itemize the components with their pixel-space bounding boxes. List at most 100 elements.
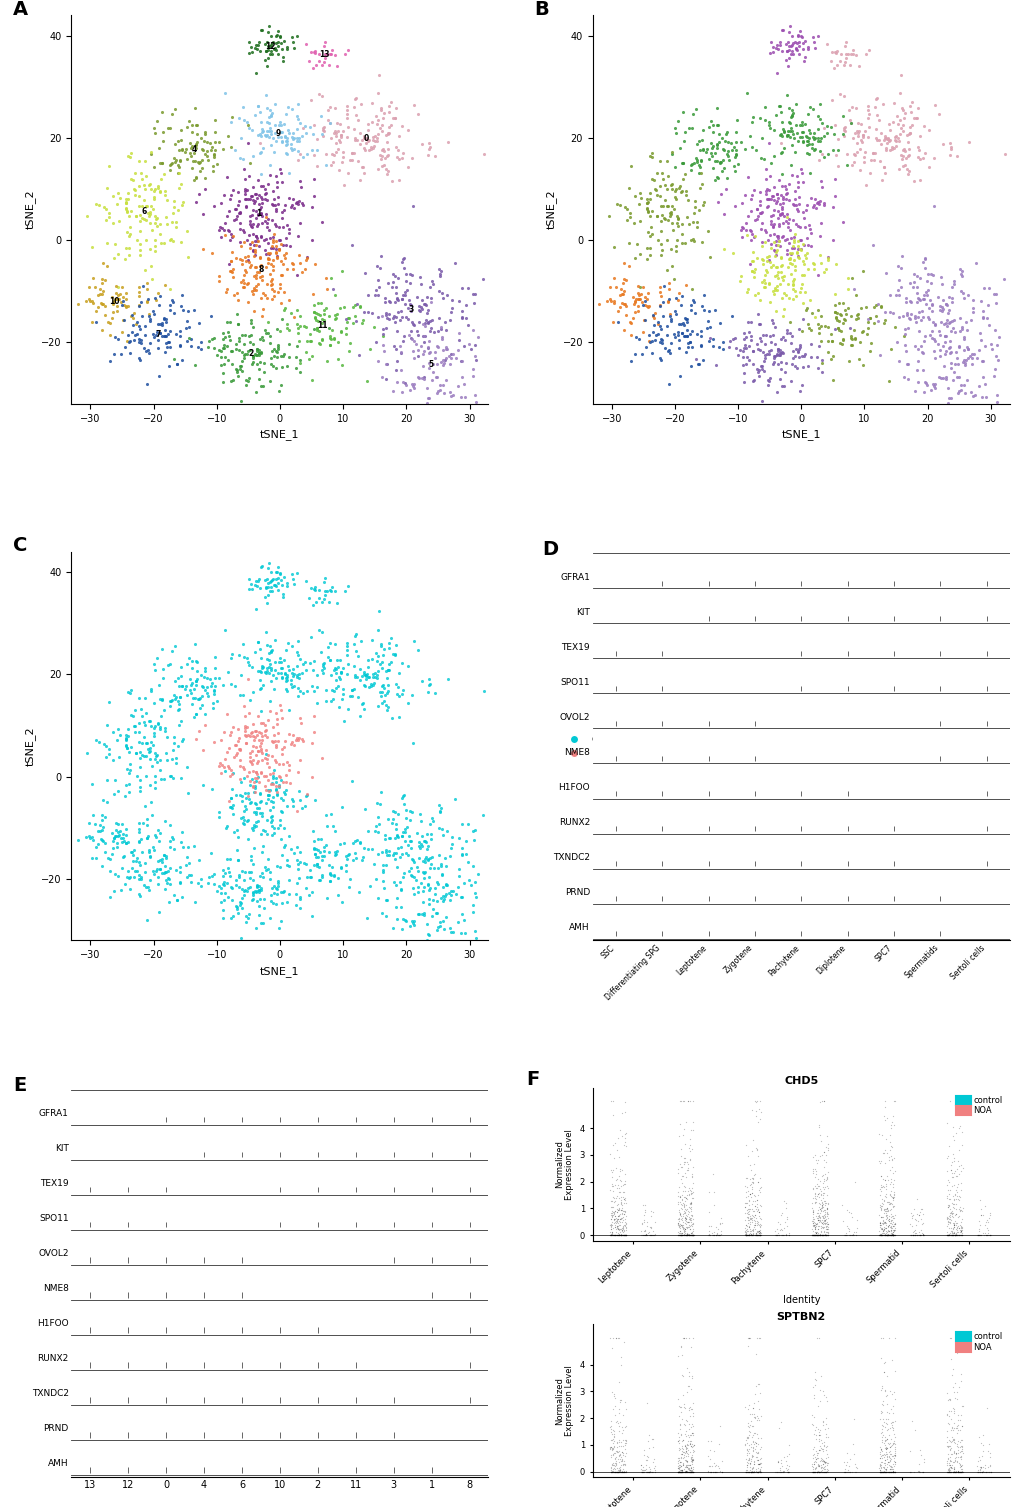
Point <box>750 1397 766 1421</box>
Point <box>683 1180 699 1204</box>
Point <box>234 95 251 119</box>
Point <box>886 1212 902 1236</box>
Point <box>974 306 990 330</box>
Point <box>146 301 162 326</box>
Point <box>793 110 809 134</box>
Point <box>969 1459 985 1483</box>
Point <box>269 170 285 194</box>
Point <box>604 1195 621 1219</box>
Point <box>678 1188 694 1212</box>
Point <box>616 1224 633 1248</box>
Point <box>91 193 107 217</box>
Point <box>774 211 791 235</box>
Point <box>751 1221 767 1245</box>
Point <box>269 246 285 270</box>
Point <box>215 321 231 345</box>
Point <box>977 1224 994 1248</box>
Point <box>901 158 917 182</box>
Point <box>200 684 216 708</box>
Point <box>138 208 154 232</box>
Point <box>679 1215 695 1239</box>
Point <box>212 216 228 240</box>
Point <box>891 283 907 307</box>
Point <box>886 1183 902 1207</box>
Point <box>922 378 938 402</box>
Point <box>254 656 270 680</box>
Point <box>384 799 400 823</box>
Point <box>291 897 308 921</box>
Point <box>809 104 825 128</box>
Point <box>745 1162 761 1186</box>
Point <box>217 882 233 906</box>
Point <box>807 1224 823 1248</box>
Point <box>108 830 124 854</box>
Point <box>852 295 868 319</box>
Point <box>343 770 360 794</box>
Point <box>677 1448 693 1472</box>
Point <box>882 1224 899 1248</box>
Point <box>942 1326 958 1350</box>
Point <box>602 1224 619 1248</box>
Point <box>953 1459 969 1483</box>
Point <box>743 1403 759 1427</box>
Point <box>901 122 917 146</box>
Point <box>870 1406 887 1430</box>
Point <box>877 1224 894 1248</box>
Point <box>943 1201 959 1225</box>
Point <box>232 211 249 235</box>
Point <box>607 1448 624 1472</box>
Point <box>653 330 669 354</box>
Point <box>769 1210 786 1234</box>
Point <box>250 740 266 764</box>
Point <box>164 687 180 711</box>
Point <box>949 1188 965 1212</box>
Point <box>891 109 907 133</box>
Point <box>677 1456 693 1480</box>
Point <box>946 1224 962 1248</box>
Point <box>251 191 267 216</box>
Point <box>187 650 204 674</box>
Point <box>902 1201 918 1225</box>
Point <box>252 864 268 888</box>
Point <box>871 1175 888 1200</box>
Point <box>881 1191 898 1215</box>
Point <box>813 1456 829 1480</box>
Point <box>273 785 289 809</box>
Point <box>604 1427 621 1451</box>
Point <box>793 24 809 48</box>
Point <box>683 1224 699 1248</box>
Point <box>88 191 104 216</box>
Point <box>607 1209 624 1233</box>
Point <box>229 848 246 873</box>
Point <box>883 1415 900 1439</box>
Point <box>675 1326 691 1350</box>
Point <box>772 1448 789 1472</box>
Point <box>270 555 286 579</box>
Point <box>123 841 140 865</box>
Point <box>746 368 762 392</box>
Point <box>691 152 707 176</box>
Point <box>325 680 341 704</box>
Point <box>679 1457 695 1481</box>
Point <box>280 698 297 722</box>
Point <box>745 1215 761 1239</box>
Point <box>752 1459 768 1483</box>
Point <box>817 1204 834 1228</box>
Point <box>879 1168 896 1192</box>
Point <box>742 1219 758 1243</box>
Point <box>285 125 302 149</box>
Point <box>738 345 754 369</box>
Point <box>884 1185 901 1209</box>
Point <box>605 1224 622 1248</box>
Point <box>127 184 144 208</box>
Point <box>611 1224 628 1248</box>
Point <box>364 110 380 134</box>
Point <box>854 125 870 149</box>
Point <box>699 309 715 333</box>
Point <box>665 322 682 347</box>
Point <box>671 1459 687 1483</box>
Point <box>431 378 447 402</box>
Point <box>761 164 777 188</box>
Point <box>810 1423 826 1447</box>
Point <box>915 288 931 312</box>
